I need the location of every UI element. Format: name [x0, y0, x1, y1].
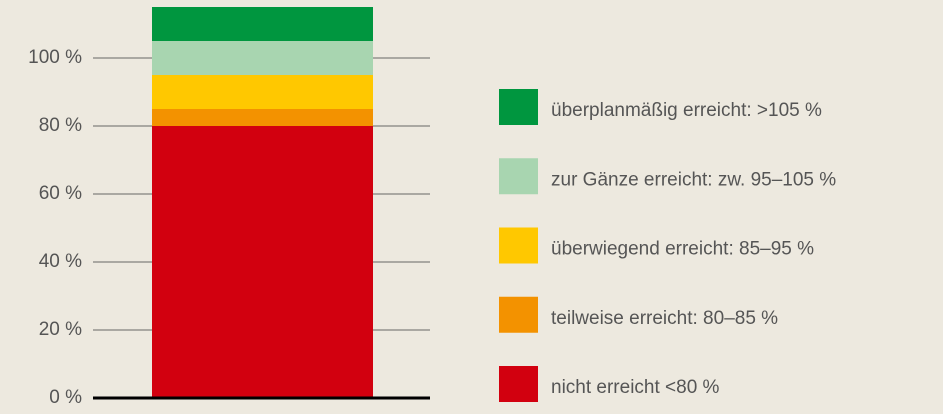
bar-segment — [152, 126, 373, 398]
y-tick-label: 80 % — [39, 115, 82, 136]
legend-swatch — [499, 158, 538, 195]
legend-swatch — [499, 227, 538, 264]
y-tick-label: 40 % — [39, 251, 82, 272]
bar-segment — [152, 41, 373, 75]
legend-label: nicht erreicht <80 % — [551, 377, 720, 398]
legend-label: überplanmäßig erreicht: >105 % — [551, 100, 822, 121]
legend-label: überwiegend erreicht: 85–95 % — [551, 239, 814, 260]
y-tick-label: 0 % — [49, 387, 82, 408]
bar-segment — [152, 109, 373, 126]
legend-label: zur Gänze erreicht: zw. 95–105 % — [551, 169, 836, 190]
bar-segment — [152, 75, 373, 109]
y-tick-label: 20 % — [39, 319, 82, 340]
legend-swatch — [499, 366, 538, 402]
legend-label: teilweise erreicht: 80–85 % — [551, 308, 778, 329]
bar-segment — [152, 7, 373, 41]
legend-swatch — [499, 89, 538, 125]
legend-swatch — [499, 296, 538, 333]
y-tick-label: 100 % — [28, 47, 82, 68]
y-tick-label: 60 % — [39, 183, 82, 204]
